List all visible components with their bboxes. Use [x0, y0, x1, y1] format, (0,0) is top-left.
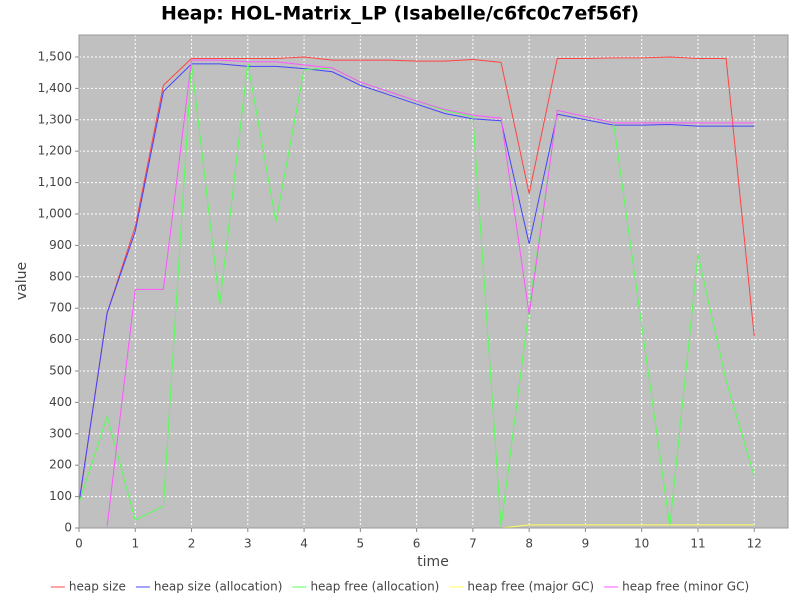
x-tick-label: 6 — [413, 537, 421, 551]
x-axis-label: time — [417, 554, 449, 570]
y-tick-label: 800 — [49, 269, 72, 283]
x-tick-label: 7 — [469, 537, 477, 551]
y-tick-label: 1,100 — [38, 175, 72, 189]
series-line — [78, 56, 755, 503]
y-tick-label: 0 — [64, 521, 72, 535]
series-line — [106, 59, 755, 527]
y-tick-label: 1,200 — [38, 144, 72, 158]
y-tick-label: 1,400 — [38, 81, 72, 95]
x-tick-label: 2 — [188, 537, 196, 551]
plot-area — [79, 35, 788, 528]
legend-label: heap size (allocation) — [154, 580, 283, 594]
chart-title: Heap: HOL-Matrix_LP (Isabelle/c6fc0c7ef5… — [161, 3, 639, 25]
x-tick-label: 0 — [75, 537, 83, 551]
x-tick-label: 9 — [582, 537, 590, 551]
y-tick-label: 700 — [49, 301, 72, 315]
legend-label: heap free (allocation) — [310, 580, 439, 594]
x-tick-label: 8 — [525, 537, 533, 551]
y-tick-label: 900 — [49, 238, 72, 252]
x-tick-label: 4 — [300, 537, 308, 551]
y-axis-label: value — [14, 262, 30, 300]
y-tick-label: 100 — [49, 489, 72, 503]
y-tick-label: 200 — [49, 458, 72, 472]
x-tick-label: 12 — [747, 537, 762, 551]
y-tick-label: 1,500 — [38, 49, 72, 63]
y-tick-label: 1,300 — [38, 112, 72, 126]
x-tick-label: 1 — [131, 537, 139, 551]
x-tick-label: 3 — [244, 537, 252, 551]
legend-label: heap size — [69, 580, 126, 594]
y-tick-label: 500 — [49, 363, 72, 377]
y-tick-label: 600 — [49, 332, 72, 346]
x-tick-label: 11 — [690, 537, 705, 551]
plot-border — [78, 34, 789, 529]
legend-label: heap free (major GC) — [467, 580, 594, 594]
y-tick-label: 300 — [49, 426, 72, 440]
legend-label: heap free (minor GC) — [622, 580, 749, 594]
x-tick-label: 5 — [357, 537, 365, 551]
y-tick-label: 400 — [49, 395, 72, 409]
x-tick-label: 10 — [634, 537, 649, 551]
y-tick-label: 1,000 — [38, 206, 72, 220]
